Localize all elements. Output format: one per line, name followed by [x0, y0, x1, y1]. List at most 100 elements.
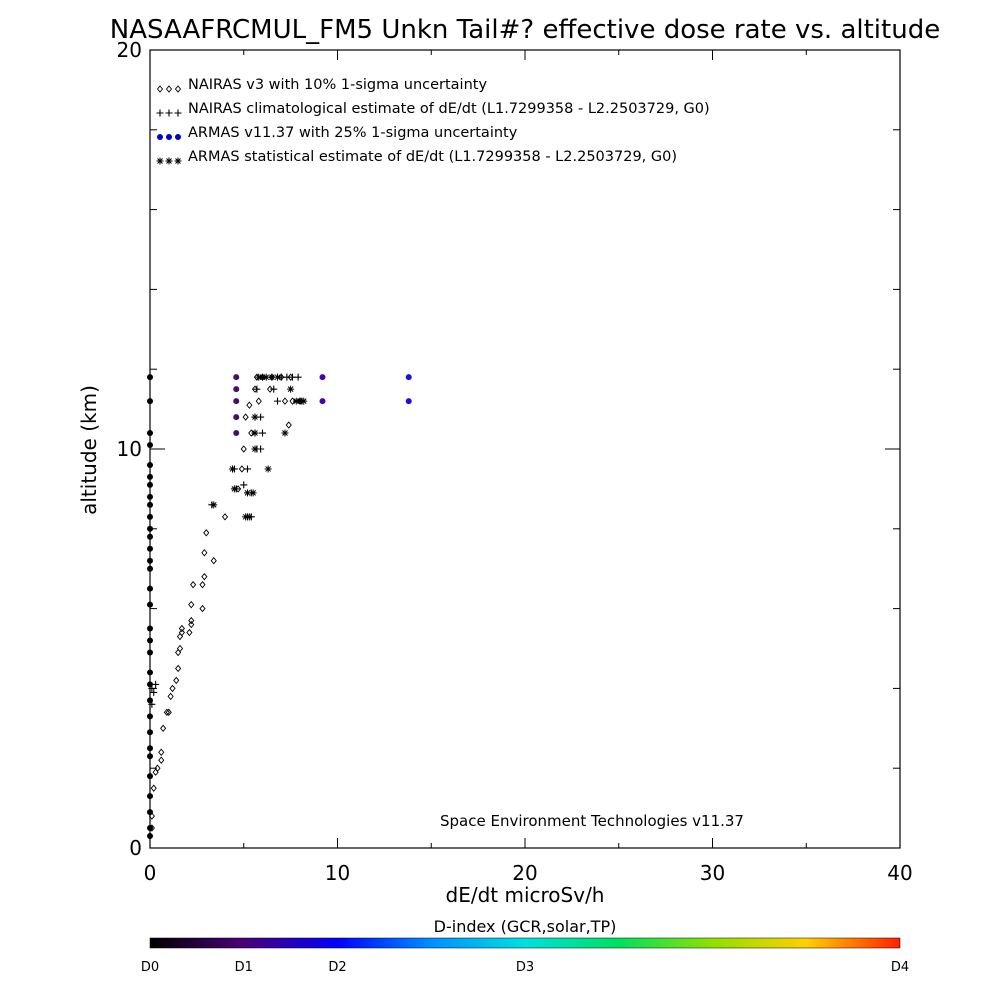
series-0-point	[178, 628, 185, 637]
series-2-point	[147, 585, 153, 592]
series-2-point	[233, 414, 240, 421]
legend-label: ARMAS statistical estimate of dE/dt (L1.…	[188, 149, 677, 165]
legend-marker	[174, 109, 182, 117]
series-1-point	[270, 385, 278, 393]
series-2-point	[147, 565, 153, 572]
series-3-point	[296, 397, 304, 405]
axes: 0 10 20 30 40 0 10 20	[117, 38, 913, 885]
series-0-point	[199, 604, 206, 613]
series-1-point	[150, 688, 158, 696]
series-2-point	[147, 501, 153, 508]
legend-marker	[156, 109, 164, 117]
series-0-point	[152, 768, 159, 776]
series-0-point	[158, 748, 165, 756]
y-tick-label: 10	[117, 437, 142, 461]
series-1-point	[253, 385, 261, 393]
series-3-point	[262, 373, 270, 381]
series-0-point	[178, 624, 185, 633]
colorbar-label: D4	[891, 960, 909, 975]
x-tick-label: 10	[325, 861, 350, 885]
series-0-point	[289, 397, 296, 405]
series-2-point	[147, 525, 153, 532]
legend-marker	[175, 134, 181, 140]
legend-marker	[166, 134, 172, 140]
data-points	[147, 373, 412, 840]
series-2-point	[147, 601, 153, 608]
series-0-point	[165, 708, 172, 717]
series-3-point	[249, 489, 257, 497]
series-3-point	[210, 501, 218, 509]
series-3-point	[251, 445, 259, 453]
series-2-point	[147, 753, 153, 760]
credit-annotation: Space Environment Technologies v11.37	[440, 812, 744, 830]
series-0-point	[186, 628, 193, 637]
series-1-point	[294, 373, 302, 381]
series-2-point	[147, 745, 153, 752]
colorbar-title: D-index (GCR,solar,TP)	[434, 917, 617, 936]
colorbar-label: D1	[235, 960, 253, 975]
series-2-point	[147, 713, 153, 720]
series-2-point	[147, 481, 153, 488]
series-0-point	[188, 620, 195, 629]
legend-marker	[165, 85, 173, 93]
series-0-point	[201, 572, 208, 581]
series-2-point	[147, 681, 153, 688]
series-0-point	[154, 764, 161, 772]
y-tick-label: 0	[129, 836, 142, 860]
series-3-point	[242, 513, 250, 521]
series-2-point	[233, 430, 240, 437]
legend-marker	[165, 157, 173, 165]
series-2-point	[147, 430, 153, 437]
series-3-point	[274, 373, 281, 381]
series-3-point	[251, 413, 259, 421]
series-2-point	[147, 697, 153, 704]
series-0-point	[203, 529, 210, 537]
legend-marker	[174, 85, 182, 93]
colorbar-labels: D0 D1 D2 D3 D4	[141, 960, 909, 975]
series-0-point	[175, 664, 182, 673]
legend-marker	[156, 157, 164, 165]
legend-label: NAIRAS climatological estimate of dE/dt …	[188, 101, 710, 117]
series-2-point	[147, 545, 153, 552]
series-3-point	[230, 485, 238, 493]
series-3-point	[264, 465, 272, 473]
series-2-point	[147, 729, 153, 736]
series-3-point	[259, 373, 266, 381]
legend-marker	[165, 109, 173, 117]
series-0-point	[173, 676, 180, 685]
series-3-point	[229, 465, 236, 473]
series-2-point	[147, 473, 153, 480]
series-0-point	[255, 397, 262, 405]
series-1-point	[244, 465, 251, 473]
series-2-point	[147, 442, 153, 449]
series-2-point	[147, 773, 153, 780]
series-2-point	[147, 825, 153, 832]
series-2-point	[147, 374, 153, 381]
series-2-point	[147, 513, 153, 520]
series-2-point	[319, 374, 326, 381]
series-2-point	[147, 669, 153, 676]
series-0-point	[199, 580, 206, 589]
series-3-point	[244, 489, 251, 497]
series-3-point	[268, 373, 276, 381]
x-tick-label: 40	[887, 861, 912, 885]
series-3-point	[245, 513, 253, 521]
series-2-point	[147, 833, 153, 840]
series-0-point	[246, 401, 253, 409]
series-2-point	[233, 398, 240, 405]
series-0-point	[176, 632, 184, 641]
legend-marker	[174, 157, 182, 165]
series-1-point	[152, 680, 160, 688]
series-2-point	[405, 374, 412, 381]
series-2-point	[147, 398, 153, 405]
y-axis-label: altitude (km)	[77, 385, 101, 515]
series-0-point	[176, 644, 184, 653]
series-0-point	[175, 648, 182, 657]
legend-marker	[156, 85, 164, 93]
chart-title: NASAAFRCMUL_FM5 Unkn Tail#? effective do…	[110, 15, 940, 45]
series-1-point	[240, 481, 248, 489]
series-2-point	[147, 493, 153, 500]
colorbar	[149, 937, 901, 949]
series-0-point	[210, 557, 217, 565]
x-tick-label: 0	[144, 861, 157, 885]
